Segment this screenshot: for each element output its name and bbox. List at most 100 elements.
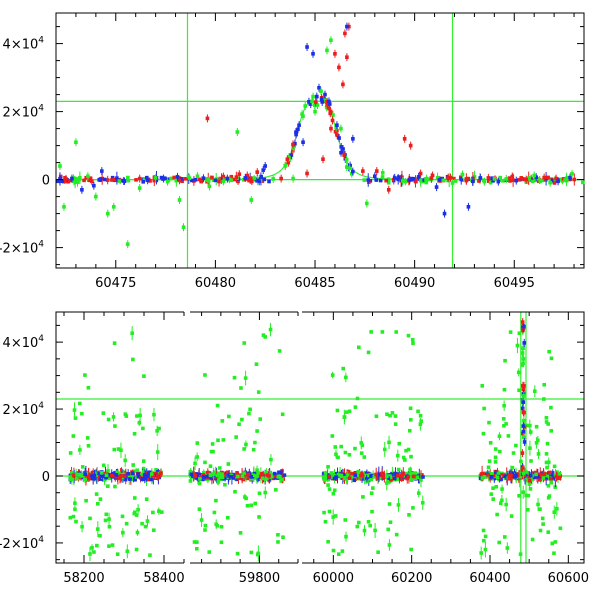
top-blue-point <box>327 99 331 104</box>
bottom-point <box>131 475 136 480</box>
bottom-point <box>518 474 523 479</box>
bottom-point <box>216 480 221 484</box>
top-green-point <box>313 109 317 114</box>
bottom-point <box>334 475 338 479</box>
bottom-point <box>193 461 197 466</box>
bottom-point <box>532 389 537 393</box>
bottom-point <box>514 473 518 478</box>
bottom-point <box>392 476 397 481</box>
bottom-event-point <box>520 320 525 324</box>
bottom-point <box>347 453 352 457</box>
bottom-point <box>517 388 521 393</box>
x-tick-label: 60485 <box>294 276 335 291</box>
bottom-event-point <box>522 384 526 388</box>
top-blue-point <box>297 123 301 127</box>
bottom-point <box>133 510 137 515</box>
bottom-point <box>545 473 550 478</box>
bottom-point <box>71 434 76 438</box>
top-green-point <box>125 242 130 246</box>
top-green-point <box>291 176 295 181</box>
top-baseline-point <box>488 180 493 185</box>
top-baseline-point <box>384 178 388 183</box>
top-peak-point <box>319 97 324 102</box>
top-green-point <box>221 179 226 184</box>
top-baseline-point <box>206 179 211 183</box>
bottom-point <box>480 476 485 480</box>
bottom-point <box>99 473 103 478</box>
bottom-point <box>404 471 409 476</box>
bottom-point <box>344 375 348 380</box>
bottom-point <box>481 528 486 533</box>
bottom-point <box>336 473 341 477</box>
bottom-point <box>233 489 237 494</box>
bottom-point <box>353 405 358 409</box>
top-baseline-point <box>193 177 198 182</box>
top-baseline-point <box>74 176 78 181</box>
bottom-point <box>77 401 82 406</box>
x-tick-label: 58200 <box>63 571 104 586</box>
top-peak-point <box>328 111 333 116</box>
bottom-point <box>359 441 364 445</box>
bottom-point <box>536 438 540 443</box>
bottom-point <box>122 470 127 475</box>
bottom-point <box>388 413 392 418</box>
top-blue-point <box>92 183 96 188</box>
bottom-point <box>406 475 410 479</box>
bottom-point <box>549 480 554 485</box>
top-baseline-point <box>501 179 505 183</box>
bottom-point <box>525 423 530 428</box>
bottom-point <box>401 472 406 476</box>
bottom-point <box>263 490 268 495</box>
bottom-point <box>488 441 493 445</box>
top-green-point <box>249 198 254 202</box>
x-tick-label: 60475 <box>95 276 136 291</box>
bottom-point <box>113 424 117 428</box>
bottom-point <box>246 476 250 481</box>
bottom-point <box>380 330 385 334</box>
bottom-point <box>549 356 554 361</box>
bottom-point <box>101 411 106 415</box>
bottom-point <box>73 501 77 505</box>
bottom-point <box>341 473 346 477</box>
bottom-point <box>549 429 554 433</box>
top-baseline-point <box>380 175 385 179</box>
bottom-point <box>255 429 259 433</box>
axis-break-gap-top <box>184 310 190 314</box>
bottom-point <box>249 503 254 508</box>
bottom-point <box>70 471 74 475</box>
bottom-point <box>334 452 338 457</box>
bottom-point <box>528 430 533 434</box>
x-tick-label: 58400 <box>143 571 184 586</box>
bottom-point <box>494 484 499 489</box>
top-red-point <box>374 169 379 173</box>
bottom-event-point <box>521 424 526 428</box>
bottom-point <box>374 472 378 477</box>
bottom-point <box>111 415 116 419</box>
bottom-point <box>98 497 103 501</box>
bottom-plot-frame <box>55 311 585 564</box>
bottom-point <box>395 453 400 458</box>
bottom-point <box>71 473 76 478</box>
top-peak-point <box>334 125 338 130</box>
bottom-point <box>509 514 514 518</box>
bottom-point <box>235 471 239 475</box>
bottom-point <box>344 534 348 539</box>
top-blue-point <box>121 179 126 183</box>
bottom-point <box>331 491 336 496</box>
bottom-point <box>80 411 84 416</box>
bottom-point <box>197 481 202 486</box>
bottom-point <box>160 510 164 514</box>
bottom-point <box>244 442 248 447</box>
bottom-point <box>502 535 507 539</box>
bottom-point <box>148 553 152 557</box>
bottom-point <box>133 477 137 482</box>
bottom-point <box>526 508 530 512</box>
bottom-point <box>353 473 358 478</box>
bottom-point <box>330 373 335 377</box>
top-red-point <box>418 171 423 176</box>
bottom-point <box>134 547 139 552</box>
x-tick-label: 60400 <box>469 571 510 586</box>
top-baseline-point <box>530 179 535 184</box>
bottom-event-point <box>520 351 525 355</box>
bottom-point <box>139 472 143 477</box>
